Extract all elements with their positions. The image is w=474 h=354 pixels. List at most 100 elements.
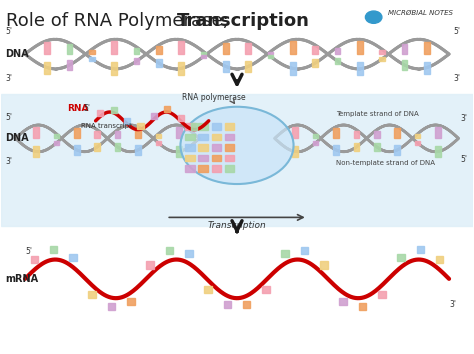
Bar [54,134,59,138]
Bar [243,301,250,308]
Bar [54,141,59,145]
Bar [185,144,195,151]
Bar [201,56,206,58]
Bar [33,145,39,158]
Bar [320,262,328,269]
Bar [415,134,420,138]
Bar [436,256,443,263]
Bar [211,155,221,161]
Bar [45,62,50,74]
Bar [198,144,208,151]
Bar [185,123,195,130]
Text: 5': 5' [461,155,468,164]
Text: Template strand of DNA: Template strand of DNA [336,110,419,116]
Bar [379,50,385,54]
Bar [333,128,339,138]
Bar [67,60,73,70]
Bar [115,143,120,151]
Bar [94,143,100,151]
Text: 5': 5' [5,113,12,121]
Text: 5': 5' [454,27,461,36]
Bar [134,58,139,64]
Bar [246,61,251,72]
Bar [378,291,385,298]
Bar [211,165,221,172]
Bar [339,298,347,305]
Bar [246,43,251,54]
Bar [225,155,234,161]
Bar [50,246,57,253]
Text: 3': 3' [5,157,12,166]
Bar [211,144,221,151]
Ellipse shape [365,11,382,23]
Text: 5': 5' [5,27,12,36]
Text: RNA: RNA [67,104,89,113]
Bar [191,123,197,130]
Text: 3': 3' [5,74,12,83]
Text: mRNA: mRNA [5,274,38,284]
Bar [312,59,318,67]
Bar [67,44,73,54]
Text: Transcription: Transcription [208,221,266,230]
Bar [1,95,473,226]
Bar [335,58,340,64]
Bar [424,42,429,54]
Bar [223,61,228,72]
Bar [127,298,135,305]
Bar [290,41,296,54]
Bar [164,106,171,112]
Bar [292,145,298,158]
Bar [354,131,359,138]
Bar [312,46,318,54]
Ellipse shape [181,107,293,184]
Bar [185,250,192,257]
Bar [313,134,319,138]
Bar [178,62,184,75]
Bar [335,48,340,54]
Bar [282,250,289,257]
Bar [394,145,400,155]
Bar [211,123,221,130]
Bar [301,247,308,255]
Bar [359,303,366,310]
Text: 5': 5' [25,247,32,256]
Bar [151,113,157,119]
Bar [185,155,195,161]
Bar [74,145,80,155]
Bar [176,126,182,138]
Bar [201,52,206,54]
Text: 5': 5' [84,104,91,113]
Bar [313,141,319,145]
Bar [435,145,441,158]
Bar [225,165,234,172]
Bar [89,57,95,61]
Bar [357,41,363,54]
Bar [435,126,441,138]
Text: 3': 3' [454,74,461,83]
Bar [45,42,50,54]
Bar [31,256,38,263]
Bar [33,126,39,138]
Text: RNA polymerase: RNA polymerase [182,93,245,102]
Bar [224,301,231,308]
Bar [108,303,115,310]
Bar [397,254,405,261]
Bar [268,52,273,54]
Bar [204,286,212,293]
Bar [225,123,234,130]
Bar [155,134,161,138]
Bar [415,141,420,145]
Text: Transcription: Transcription [177,12,310,30]
Text: DNA: DNA [5,49,29,59]
Bar [394,128,400,138]
Text: 3': 3' [461,114,468,123]
Bar [110,107,117,113]
Bar [357,62,363,75]
Bar [354,143,359,151]
Bar [417,246,424,253]
Bar [124,118,130,124]
Bar [156,59,162,67]
Bar [198,155,208,161]
Bar [401,60,407,70]
Text: Non-template strand of DNA: Non-template strand of DNA [336,160,435,166]
